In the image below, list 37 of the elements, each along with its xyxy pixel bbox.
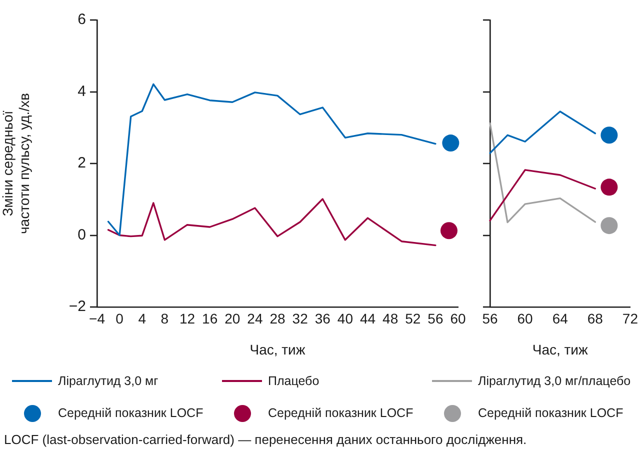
x-tick-label: 0 (116, 310, 124, 326)
y-tick-label: 6 (78, 11, 86, 28)
y-tick-label: −2 (68, 298, 86, 316)
y-tick-label: 2 (78, 154, 86, 172)
legend-label: Середній показник LOCF (478, 406, 624, 420)
legend-label: Ліраглутид 3,0 мг (58, 374, 158, 388)
x-tick-label: 52 (405, 310, 421, 326)
x-axis-title: Час, тиж (250, 341, 306, 358)
x-tick-label: 28 (270, 310, 286, 326)
x-tick-label: 64 (552, 310, 568, 326)
text: LOCF (last-observation-carried-forward) — перенесення даних останнього дослідження. (4, 432, 527, 447)
x-tick-label: 4 (138, 310, 146, 326)
x-tick-label: 48 (382, 310, 398, 326)
x-axis-title: Час, тиж (532, 341, 588, 358)
x-tick-label: 72 (622, 310, 638, 326)
y-tick-label: 0 (78, 226, 86, 244)
x-tick-label: 60 (450, 310, 466, 326)
x-tick-label: 20 (224, 310, 240, 326)
legend-label: Середній показник LOCF (58, 406, 204, 420)
x-tick-label: 12 (179, 310, 196, 326)
x-tick-label: 36 (314, 310, 331, 326)
x-tick-label: −4 (89, 310, 106, 326)
y-axis-title: Зміни середньої частоти пульсу, уд./хв (0, 93, 32, 234)
y-tick-label: 4 (78, 82, 86, 100)
legend-label: Середній показник LOCF (268, 406, 414, 420)
x-tick-label: 56 (482, 310, 498, 326)
x-tick-label: 40 (337, 310, 354, 326)
x-tick-label: 44 (360, 310, 376, 326)
x-tick-label: 60 (517, 310, 534, 326)
x-tick-label: 32 (292, 310, 308, 326)
x-tick-label: 8 (160, 310, 169, 326)
legend-label: Плацебо (268, 374, 320, 388)
x-tick-label: 24 (247, 310, 263, 326)
x-tick-label: 68 (587, 310, 604, 326)
legend-label: Ліраглутид 3,0 мг/плацебо (478, 374, 631, 388)
x-tick-label: 16 (202, 310, 218, 326)
x-tick-label: 56 (428, 310, 444, 326)
